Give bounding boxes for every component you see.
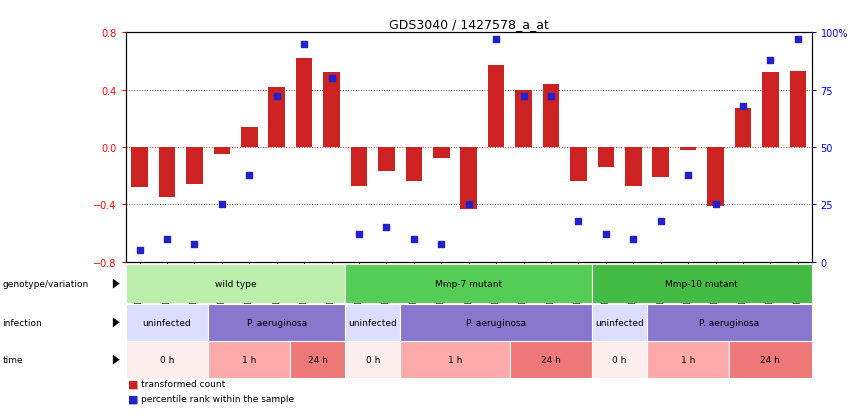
- Point: [791, 37, 805, 43]
- Bar: [324, 73, 339, 148]
- Point: [352, 231, 366, 238]
- Bar: [510, 342, 592, 378]
- Point: [544, 94, 558, 100]
- Point: [764, 57, 778, 64]
- Text: P. aeruginosa: P. aeruginosa: [247, 318, 306, 327]
- Text: uninfected: uninfected: [595, 318, 644, 327]
- Bar: [126, 304, 208, 341]
- Polygon shape: [113, 355, 120, 365]
- Polygon shape: [113, 318, 120, 328]
- Bar: [208, 304, 345, 341]
- Bar: [707, 148, 724, 206]
- Point: [708, 202, 722, 208]
- Text: transformed count: transformed count: [141, 379, 225, 388]
- Text: uninfected: uninfected: [142, 318, 191, 327]
- Bar: [653, 148, 669, 178]
- Bar: [159, 148, 175, 198]
- Bar: [542, 85, 559, 148]
- Bar: [488, 66, 504, 148]
- Point: [627, 236, 641, 242]
- Title: GDS3040 / 1427578_a_at: GDS3040 / 1427578_a_at: [389, 17, 549, 31]
- Text: genotype/variation: genotype/variation: [3, 280, 89, 288]
- Text: P. aeruginosa: P. aeruginosa: [700, 318, 760, 327]
- Bar: [241, 128, 258, 148]
- Bar: [268, 88, 285, 148]
- Point: [434, 241, 448, 247]
- Bar: [351, 148, 367, 186]
- Text: 1 h: 1 h: [448, 355, 462, 364]
- Bar: [345, 264, 592, 304]
- Bar: [516, 90, 532, 148]
- Text: percentile rank within the sample: percentile rank within the sample: [141, 394, 293, 403]
- Point: [654, 218, 667, 224]
- Bar: [131, 148, 148, 188]
- Text: uninfected: uninfected: [348, 318, 397, 327]
- Bar: [790, 72, 806, 148]
- Point: [516, 94, 530, 100]
- Text: 0 h: 0 h: [365, 355, 380, 364]
- Point: [379, 225, 393, 231]
- Bar: [647, 342, 729, 378]
- Point: [242, 172, 256, 178]
- Bar: [345, 304, 400, 341]
- Bar: [345, 342, 400, 378]
- Text: P. aeruginosa: P. aeruginosa: [466, 318, 526, 327]
- Text: 24 h: 24 h: [541, 355, 561, 364]
- Point: [187, 241, 201, 247]
- Bar: [433, 148, 450, 159]
- Point: [681, 172, 695, 178]
- Text: ■: ■: [128, 378, 139, 388]
- Bar: [461, 148, 477, 209]
- Text: infection: infection: [3, 318, 43, 327]
- Point: [736, 103, 750, 110]
- Bar: [378, 148, 395, 172]
- Point: [160, 236, 174, 242]
- Bar: [680, 148, 696, 150]
- Text: 1 h: 1 h: [242, 355, 256, 364]
- Text: 24 h: 24 h: [760, 355, 780, 364]
- Bar: [405, 148, 422, 182]
- Bar: [570, 148, 587, 182]
- Bar: [598, 148, 614, 168]
- Bar: [625, 148, 641, 186]
- Bar: [187, 148, 202, 185]
- Text: 0 h: 0 h: [160, 355, 174, 364]
- Bar: [647, 304, 812, 341]
- Bar: [126, 264, 345, 304]
- Bar: [400, 304, 592, 341]
- Bar: [208, 342, 291, 378]
- Text: 1 h: 1 h: [681, 355, 695, 364]
- Point: [490, 37, 503, 43]
- Text: 0 h: 0 h: [613, 355, 627, 364]
- Point: [133, 247, 147, 254]
- Point: [599, 231, 613, 238]
- Text: Mmp-7 mutant: Mmp-7 mutant: [435, 280, 503, 288]
- Point: [325, 76, 339, 82]
- Bar: [729, 342, 812, 378]
- Bar: [592, 264, 812, 304]
- Point: [297, 41, 311, 48]
- Bar: [592, 304, 647, 341]
- Point: [571, 218, 585, 224]
- Point: [215, 202, 229, 208]
- Text: 24 h: 24 h: [308, 355, 328, 364]
- Text: ■: ■: [128, 394, 139, 404]
- Polygon shape: [113, 279, 120, 289]
- Point: [270, 94, 284, 100]
- Bar: [214, 148, 230, 155]
- Text: time: time: [3, 355, 23, 364]
- Bar: [296, 59, 312, 148]
- Text: Mmp-10 mutant: Mmp-10 mutant: [666, 280, 739, 288]
- Bar: [291, 342, 345, 378]
- Bar: [126, 342, 208, 378]
- Text: wild type: wild type: [214, 280, 256, 288]
- Bar: [592, 342, 647, 378]
- Bar: [735, 109, 751, 148]
- Point: [407, 236, 421, 242]
- Bar: [400, 342, 510, 378]
- Bar: [762, 73, 779, 148]
- Point: [462, 202, 476, 208]
